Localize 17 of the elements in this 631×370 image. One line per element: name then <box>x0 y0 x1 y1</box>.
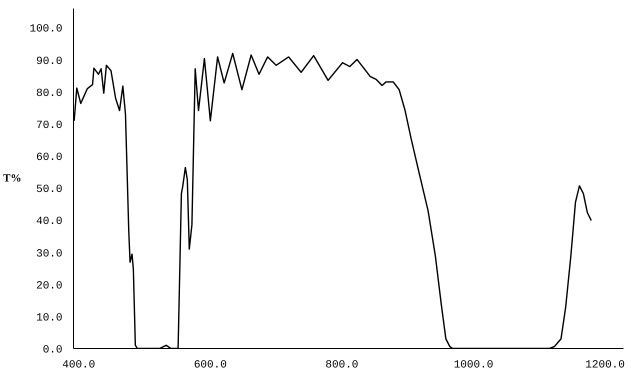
y-tick-label: 90.0 <box>36 56 62 68</box>
x-tick-label: 1200.0 <box>585 360 625 370</box>
x-tick-label: 400.0 <box>62 360 96 370</box>
y-tick-label: 10.0 <box>36 312 62 324</box>
y-tick-label: 40.0 <box>36 216 62 228</box>
x-tick-label: 800.0 <box>325 360 358 370</box>
y-tick-label: 80.0 <box>36 88 62 100</box>
y-tick-label: 60.0 <box>36 152 62 164</box>
y-tick-label: 100.0 <box>29 24 63 36</box>
y-tick-label: 20.0 <box>36 280 62 292</box>
y-tick-label: 50.0 <box>36 184 62 196</box>
y-tick-label: 70.0 <box>36 120 62 132</box>
y-tick-label: 0.0 <box>42 344 63 356</box>
x-tick-label: 600.0 <box>194 360 227 370</box>
y-axis-title: T% <box>3 172 22 184</box>
y-tick-label: 30.0 <box>36 248 62 260</box>
x-tick-label: 1000.0 <box>454 360 494 370</box>
